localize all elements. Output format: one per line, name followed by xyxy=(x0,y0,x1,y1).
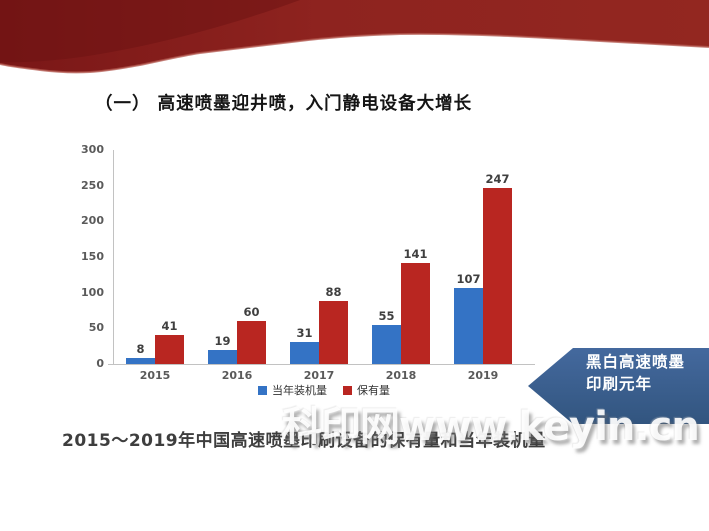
y-axis-line xyxy=(113,150,114,364)
y-tick-label: 200 xyxy=(81,214,104,228)
bar-segment xyxy=(237,321,266,364)
bar-value-label: 31 xyxy=(296,325,313,340)
legend-label: 保有量 xyxy=(357,384,390,397)
legend-item: 当年装机量 xyxy=(258,382,327,398)
callout-arrow xyxy=(528,348,709,424)
chart-legend: 当年装机量 保有量 xyxy=(113,383,535,397)
bar-value-label: 41 xyxy=(161,318,178,333)
chart-caption: 2015～2019年中国高速喷墨印刷设备的保有量和当年装机量 xyxy=(62,431,546,451)
bar-value-label: 8 xyxy=(136,342,145,357)
bar-segment xyxy=(483,187,512,364)
y-tick-label: 100 xyxy=(81,285,104,299)
x-axis-label: 2019 xyxy=(467,369,499,382)
x-axis-line xyxy=(108,364,535,365)
y-tick-label: 250 xyxy=(81,178,104,192)
bar-segment xyxy=(319,301,348,364)
callout-line-1: 黑白高速喷墨 xyxy=(586,353,686,371)
legend-swatch xyxy=(258,385,267,395)
bar-segment xyxy=(155,334,184,364)
bar-segment xyxy=(401,263,430,364)
y-tick-label: 50 xyxy=(88,321,104,335)
legend-label: 当年装机量 xyxy=(272,384,327,397)
bar-segment xyxy=(208,350,237,364)
legend-swatch xyxy=(343,385,352,395)
x-axis-label: 2016 xyxy=(221,369,253,382)
bar-value-label: 88 xyxy=(325,285,342,300)
bar-value-label: 19 xyxy=(214,334,231,349)
y-tick-label: 150 xyxy=(81,250,104,263)
bar-segment xyxy=(372,324,401,364)
bar-segment xyxy=(454,287,483,364)
bar-value-label: 107 xyxy=(456,271,481,286)
bar-segment xyxy=(290,341,319,364)
top-ribbon-decoration xyxy=(0,0,709,74)
bar-value-label: 55 xyxy=(378,308,395,323)
y-tick-label: 300 xyxy=(81,143,104,156)
watermark-text: 科印网www.keyin.cn xyxy=(282,404,700,450)
x-axis-label: 2018 xyxy=(385,369,417,382)
bar-value-label: 141 xyxy=(403,247,428,262)
x-axis-label: 2015 xyxy=(139,369,171,382)
callout-line-2: 印刷元年 xyxy=(586,375,653,393)
slide-title: （一） 高速喷墨迎井喷，入门静电设备大增长 xyxy=(95,94,473,114)
bar-segment xyxy=(126,358,155,364)
x-axis-label: 2017 xyxy=(303,369,335,382)
bar-value-label: 247 xyxy=(485,171,510,186)
legend-item: 保有量 xyxy=(343,382,390,398)
callout-text: 黑白高速喷墨 印刷元年 xyxy=(586,351,706,395)
bar-value-label: 60 xyxy=(243,305,260,320)
y-tick-label: 0 xyxy=(96,357,104,370)
